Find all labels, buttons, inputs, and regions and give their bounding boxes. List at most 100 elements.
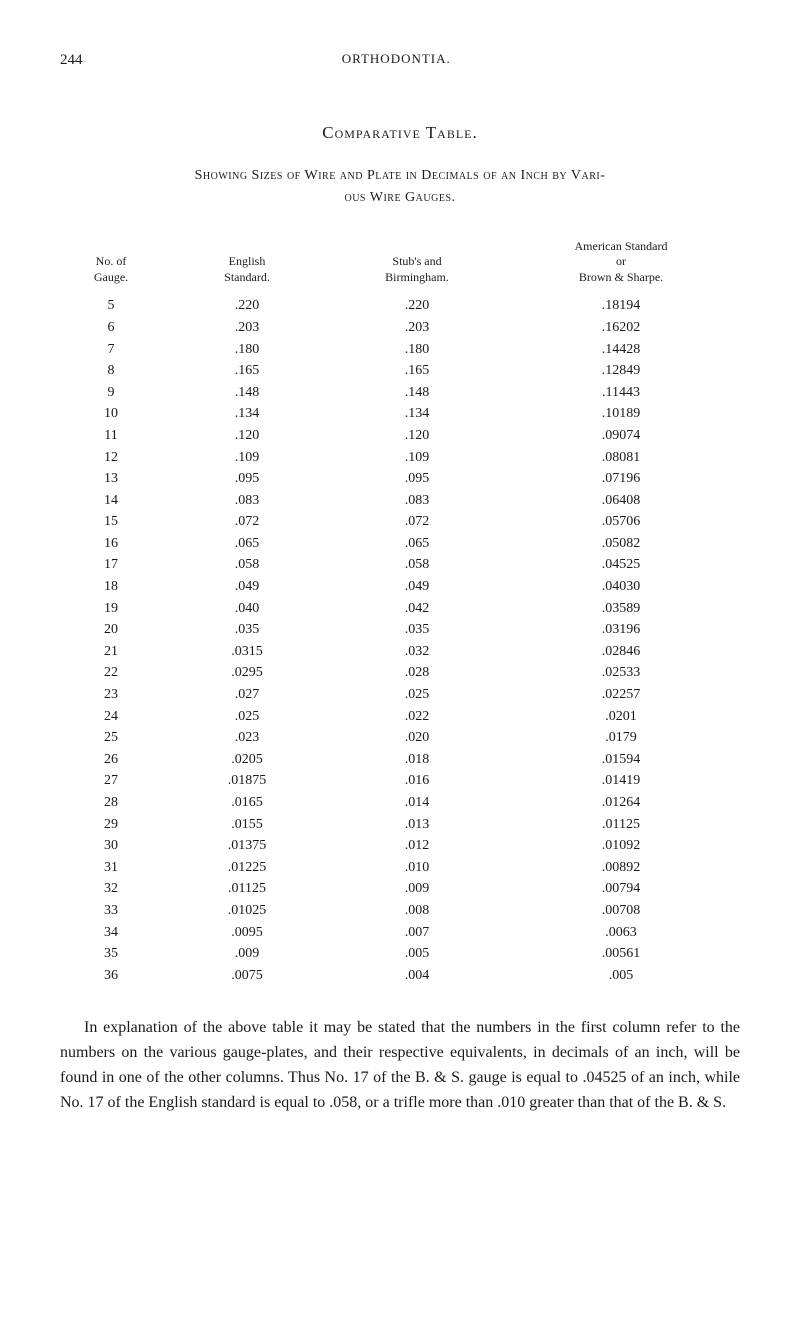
- table-cell: .134: [332, 403, 502, 425]
- table-cell: .08081: [502, 447, 740, 469]
- table-cell: .072: [162, 511, 332, 533]
- table-cell: 17: [60, 554, 162, 576]
- table-row: 19.040.042.03589: [60, 598, 740, 620]
- table-cell: .120: [162, 425, 332, 447]
- table-cell: 7: [60, 339, 162, 361]
- table-cell: .014: [332, 792, 502, 814]
- table-cell: .0095: [162, 922, 332, 944]
- table-cell: .0295: [162, 662, 332, 684]
- table-cell: .01125: [502, 814, 740, 836]
- page-header: 244 ORTHODONTIA.: [60, 50, 740, 71]
- table-cell: 26: [60, 749, 162, 771]
- table-cell: 24: [60, 706, 162, 728]
- table-cell: .035: [332, 619, 502, 641]
- table-cell: 19: [60, 598, 162, 620]
- table-cell: 27: [60, 770, 162, 792]
- table-cell: 22: [60, 662, 162, 684]
- table-cell: .010: [332, 857, 502, 879]
- table-cell: .083: [162, 490, 332, 512]
- table-cell: .00892: [502, 857, 740, 879]
- table-row: 9.148.148.11443: [60, 382, 740, 404]
- table-row: 26.0205.018.01594: [60, 749, 740, 771]
- table-cell: .035: [162, 619, 332, 641]
- table-cell: .072: [332, 511, 502, 533]
- table-cell: .03196: [502, 619, 740, 641]
- table-cell: .023: [162, 727, 332, 749]
- table-cell: 35: [60, 943, 162, 965]
- table-cell: 9: [60, 382, 162, 404]
- table-cell: 23: [60, 684, 162, 706]
- table-cell: .14428: [502, 339, 740, 361]
- table-row: 7.180.180.14428: [60, 339, 740, 361]
- col3-h2: Birmingham.: [385, 270, 449, 284]
- table-row: 25.023.020.0179: [60, 727, 740, 749]
- table-cell: .058: [162, 554, 332, 576]
- table-cell: .134: [162, 403, 332, 425]
- table-cell: .01025: [162, 900, 332, 922]
- table-cell: 25: [60, 727, 162, 749]
- table-cell: .180: [162, 339, 332, 361]
- table-cell: 15: [60, 511, 162, 533]
- table-row: 10.134.134.10189: [60, 403, 740, 425]
- table-cell: 14: [60, 490, 162, 512]
- table-cell: .01419: [502, 770, 740, 792]
- table-row: 32.01125.009.00794: [60, 878, 740, 900]
- table-cell: .009: [332, 878, 502, 900]
- table-row: 20.035.035.03196: [60, 619, 740, 641]
- table-row: 15.072.072.05706: [60, 511, 740, 533]
- table-row: 14.083.083.06408: [60, 490, 740, 512]
- table-cell: .025: [162, 706, 332, 728]
- gauge-table: No. of Gauge. English Standard. Stub's a…: [60, 235, 740, 987]
- table-row: 29.0155.013.01125: [60, 814, 740, 836]
- table-body: 5.220.220.181946.203.203.162027.180.180.…: [60, 295, 740, 986]
- table-cell: .18194: [502, 295, 740, 317]
- table-cell: .165: [162, 360, 332, 382]
- table-cell: 32: [60, 878, 162, 900]
- table-cell: .020: [332, 727, 502, 749]
- table-cell: 10: [60, 403, 162, 425]
- table-cell: .220: [332, 295, 502, 317]
- col2-h2: Standard.: [224, 270, 270, 284]
- table-cell: .027: [162, 684, 332, 706]
- table-cell: .09074: [502, 425, 740, 447]
- table-cell: .013: [332, 814, 502, 836]
- table-row: 24.025.022.0201: [60, 706, 740, 728]
- col1-h1: No. of: [96, 254, 127, 268]
- table-cell: .02257: [502, 684, 740, 706]
- table-row: 34.0095.007.0063: [60, 922, 740, 944]
- table-row: 11.120.120.09074: [60, 425, 740, 447]
- table-cell: .01225: [162, 857, 332, 879]
- table-row: 36.0075.004.005: [60, 965, 740, 987]
- table-cell: .022: [332, 706, 502, 728]
- table-cell: 11: [60, 425, 162, 447]
- table-row: 22.0295.028.02533: [60, 662, 740, 684]
- table-cell: 8: [60, 360, 162, 382]
- table-cell: .004: [332, 965, 502, 987]
- table-row: 18.049.049.04030: [60, 576, 740, 598]
- table-cell: .00561: [502, 943, 740, 965]
- col3-h1: Stub's and: [392, 254, 441, 268]
- table-cell: .042: [332, 598, 502, 620]
- table-cell: .018: [332, 749, 502, 771]
- table-row: 30.01375.012.01092: [60, 835, 740, 857]
- table-row: 27.01875.016.01419: [60, 770, 740, 792]
- table-cell: .02846: [502, 641, 740, 663]
- page-number: 244: [60, 50, 83, 71]
- table-cell: .0075: [162, 965, 332, 987]
- table-cell: 5: [60, 295, 162, 317]
- table-cell: .04525: [502, 554, 740, 576]
- table-cell: .148: [332, 382, 502, 404]
- table-cell: .04030: [502, 576, 740, 598]
- table-cell: .0201: [502, 706, 740, 728]
- table-cell: .01125: [162, 878, 332, 900]
- table-row: 8.165.165.12849: [60, 360, 740, 382]
- col4-h2: or: [616, 254, 626, 268]
- table-cell: .095: [162, 468, 332, 490]
- table-cell: .008: [332, 900, 502, 922]
- table-cell: 28: [60, 792, 162, 814]
- table-cell: .095: [332, 468, 502, 490]
- table-cell: .005: [332, 943, 502, 965]
- table-cell: .01264: [502, 792, 740, 814]
- table-cell: .065: [162, 533, 332, 555]
- table-cell: .05082: [502, 533, 740, 555]
